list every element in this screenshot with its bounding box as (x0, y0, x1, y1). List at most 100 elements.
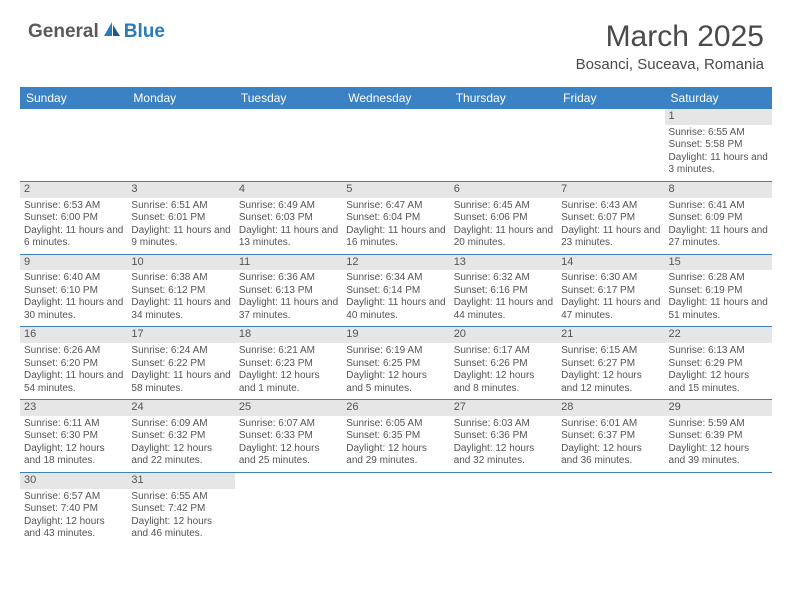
day-number: 22 (665, 327, 772, 343)
daylight-text: Daylight: 11 hours and 34 minutes. (131, 297, 230, 322)
sunset-text: Sunset: 6:27 PM (561, 358, 660, 371)
day-details: Sunrise: 6:34 AMSunset: 6:14 PMDaylight:… (346, 272, 445, 322)
daylight-text: Daylight: 11 hours and 47 minutes. (561, 297, 660, 322)
calendar-row: 23 Sunrise: 6:11 AMSunset: 6:30 PMDayligh… (20, 400, 772, 473)
day-number: 8 (665, 182, 772, 198)
day-details: Sunrise: 6:21 AMSunset: 6:23 PMDaylight:… (239, 345, 338, 395)
daylight-text: Daylight: 11 hours and 51 minutes. (669, 297, 768, 322)
calendar-cell: 25Sunrise: 6:07 AMSunset: 6:33 PMDayligh… (235, 400, 342, 473)
header: General Blue March 2025 Bosanci, Suceava… (0, 0, 792, 81)
day-number: 25 (235, 400, 342, 416)
sunset-text: Sunset: 6:14 PM (346, 285, 445, 298)
logo-text-general: General (28, 21, 99, 43)
daylight-text: Daylight: 11 hours and 16 minutes. (346, 225, 445, 250)
sunrise-text: Sunrise: 6:51 AM (131, 200, 230, 213)
sunrise-text: Sunrise: 6:05 AM (346, 418, 445, 431)
calendar-cell (20, 109, 127, 181)
day-details: Sunrise: 6:45 AMSunset: 6:06 PMDaylight:… (454, 200, 553, 250)
day-number: 13 (450, 255, 557, 271)
sunrise-text: Sunrise: 6:41 AM (669, 200, 768, 213)
daylight-text: Daylight: 11 hours and 40 minutes. (346, 297, 445, 322)
calendar-cell: 16Sunrise: 6:26 AMSunset: 6:20 PMDayligh… (20, 327, 127, 400)
weekday-header: Sunday (20, 87, 127, 109)
sunrise-text: Sunrise: 6:40 AM (24, 272, 123, 285)
day-number: 17 (127, 327, 234, 343)
daylight-text: Daylight: 12 hours and 46 minutes. (131, 516, 230, 541)
daylight-text: Daylight: 11 hours and 20 minutes. (454, 225, 553, 250)
sunset-text: Sunset: 6:29 PM (669, 358, 768, 371)
sunset-text: Sunset: 6:19 PM (669, 285, 768, 298)
day-details: Sunrise: 6:55 AMSunset: 5:58 PMDaylight:… (669, 127, 768, 177)
calendar-cell: 11Sunrise: 6:36 AMSunset: 6:13 PMDayligh… (235, 254, 342, 327)
day-details: Sunrise: 6:01 AMSunset: 6:37 PMDaylight:… (561, 418, 660, 468)
calendar-table: Sunday Monday Tuesday Wednesday Thursday… (20, 87, 772, 545)
day-number: 23 (20, 400, 127, 416)
calendar-cell: 19Sunrise: 6:19 AMSunset: 6:25 PMDayligh… (342, 327, 449, 400)
day-details: Sunrise: 6:19 AMSunset: 6:25 PMDaylight:… (346, 345, 445, 395)
daylight-text: Daylight: 12 hours and 15 minutes. (669, 370, 768, 395)
sunset-text: Sunset: 6:35 PM (346, 430, 445, 443)
daylight-text: Daylight: 11 hours and 13 minutes. (239, 225, 338, 250)
sunset-text: Sunset: 6:04 PM (346, 212, 445, 225)
calendar-cell: 7Sunrise: 6:43 AMSunset: 6:07 PMDaylight… (557, 181, 664, 254)
sunset-text: Sunset: 6:23 PM (239, 358, 338, 371)
sunrise-text: Sunrise: 6:09 AM (131, 418, 230, 431)
sunrise-text: Sunrise: 6:32 AM (454, 272, 553, 285)
sunset-text: Sunset: 6:00 PM (24, 212, 123, 225)
calendar-row: 30Sunrise: 6:57 AMSunset: 7:40 PMDayligh… (20, 472, 772, 544)
daylight-text: Daylight: 11 hours and 30 minutes. (24, 297, 123, 322)
sunrise-text: Sunrise: 6:57 AM (24, 491, 123, 504)
day-number: 12 (342, 255, 449, 271)
calendar-cell: 28Sunrise: 6:01 AMSunset: 6:37 PMDayligh… (557, 400, 664, 473)
calendar-cell (342, 472, 449, 544)
sunrise-text: Sunrise: 6:13 AM (669, 345, 768, 358)
calendar-cell: 3Sunrise: 6:51 AMSunset: 6:01 PMDaylight… (127, 181, 234, 254)
sunset-text: Sunset: 6:20 PM (24, 358, 123, 371)
sunrise-text: Sunrise: 6:49 AM (239, 200, 338, 213)
day-number: 31 (127, 473, 234, 489)
sunrise-text: Sunrise: 6:11 AM (24, 418, 123, 431)
day-number: 3 (127, 182, 234, 198)
day-details: Sunrise: 6:53 AMSunset: 6:00 PMDaylight:… (24, 200, 123, 250)
calendar-cell: 9Sunrise: 6:40 AMSunset: 6:10 PMDaylight… (20, 254, 127, 327)
daylight-text: Daylight: 12 hours and 43 minutes. (24, 516, 123, 541)
day-number: 29 (665, 400, 772, 416)
daylight-text: Daylight: 11 hours and 58 minutes. (131, 370, 230, 395)
sunset-text: Sunset: 6:13 PM (239, 285, 338, 298)
day-number: 20 (450, 327, 557, 343)
day-number: 26 (342, 400, 449, 416)
day-details: Sunrise: 6:47 AMSunset: 6:04 PMDaylight:… (346, 200, 445, 250)
calendar-cell (665, 472, 772, 544)
weekday-header: Monday (127, 87, 234, 109)
day-number: 4 (235, 182, 342, 198)
calendar-cell (235, 109, 342, 181)
sunset-text: Sunset: 6:12 PM (131, 285, 230, 298)
sunset-text: Sunset: 6:36 PM (454, 430, 553, 443)
daylight-text: Daylight: 11 hours and 27 minutes. (669, 225, 768, 250)
weekday-header-row: Sunday Monday Tuesday Wednesday Thursday… (20, 87, 772, 109)
day-number: 15 (665, 255, 772, 271)
day-number: 18 (235, 327, 342, 343)
weekday-header: Wednesday (342, 87, 449, 109)
calendar-cell: 29Sunrise: 5:59 AMSunset: 6:39 PMDayligh… (665, 400, 772, 473)
day-details: Sunrise: 6:15 AMSunset: 6:27 PMDaylight:… (561, 345, 660, 395)
day-details: Sunrise: 6:41 AMSunset: 6:09 PMDaylight:… (669, 200, 768, 250)
sunrise-text: Sunrise: 6:36 AM (239, 272, 338, 285)
day-details: Sunrise: 6:55 AMSunset: 7:42 PMDaylight:… (131, 491, 230, 541)
calendar-cell: 18 Sunrise: 6:21 AMSunset: 6:23 PMDayligh… (235, 327, 342, 400)
day-details: Sunrise: 6:11 AMSunset: 6:30 PMDaylight:… (24, 418, 123, 468)
calendar-row: 9Sunrise: 6:40 AMSunset: 6:10 PMDaylight… (20, 254, 772, 327)
daylight-text: Daylight: 12 hours and 18 minutes. (24, 443, 123, 468)
daylight-text: Daylight: 11 hours and 6 minutes. (24, 225, 123, 250)
sunset-text: Sunset: 6:37 PM (561, 430, 660, 443)
calendar-cell: 27Sunrise: 6:03 AMSunset: 6:36 PMDayligh… (450, 400, 557, 473)
sunset-text: Sunset: 7:40 PM (24, 503, 123, 516)
weekday-header: Friday (557, 87, 664, 109)
calendar-cell (450, 109, 557, 181)
calendar-row: 16Sunrise: 6:26 AMSunset: 6:20 PMDayligh… (20, 327, 772, 400)
daylight-text: Daylight: 12 hours and 25 minutes. (239, 443, 338, 468)
weekday-header: Thursday (450, 87, 557, 109)
calendar-cell: 30Sunrise: 6:57 AMSunset: 7:40 PMDayligh… (20, 472, 127, 544)
day-number: 5 (342, 182, 449, 198)
day-details: Sunrise: 6:13 AMSunset: 6:29 PMDaylight:… (669, 345, 768, 395)
